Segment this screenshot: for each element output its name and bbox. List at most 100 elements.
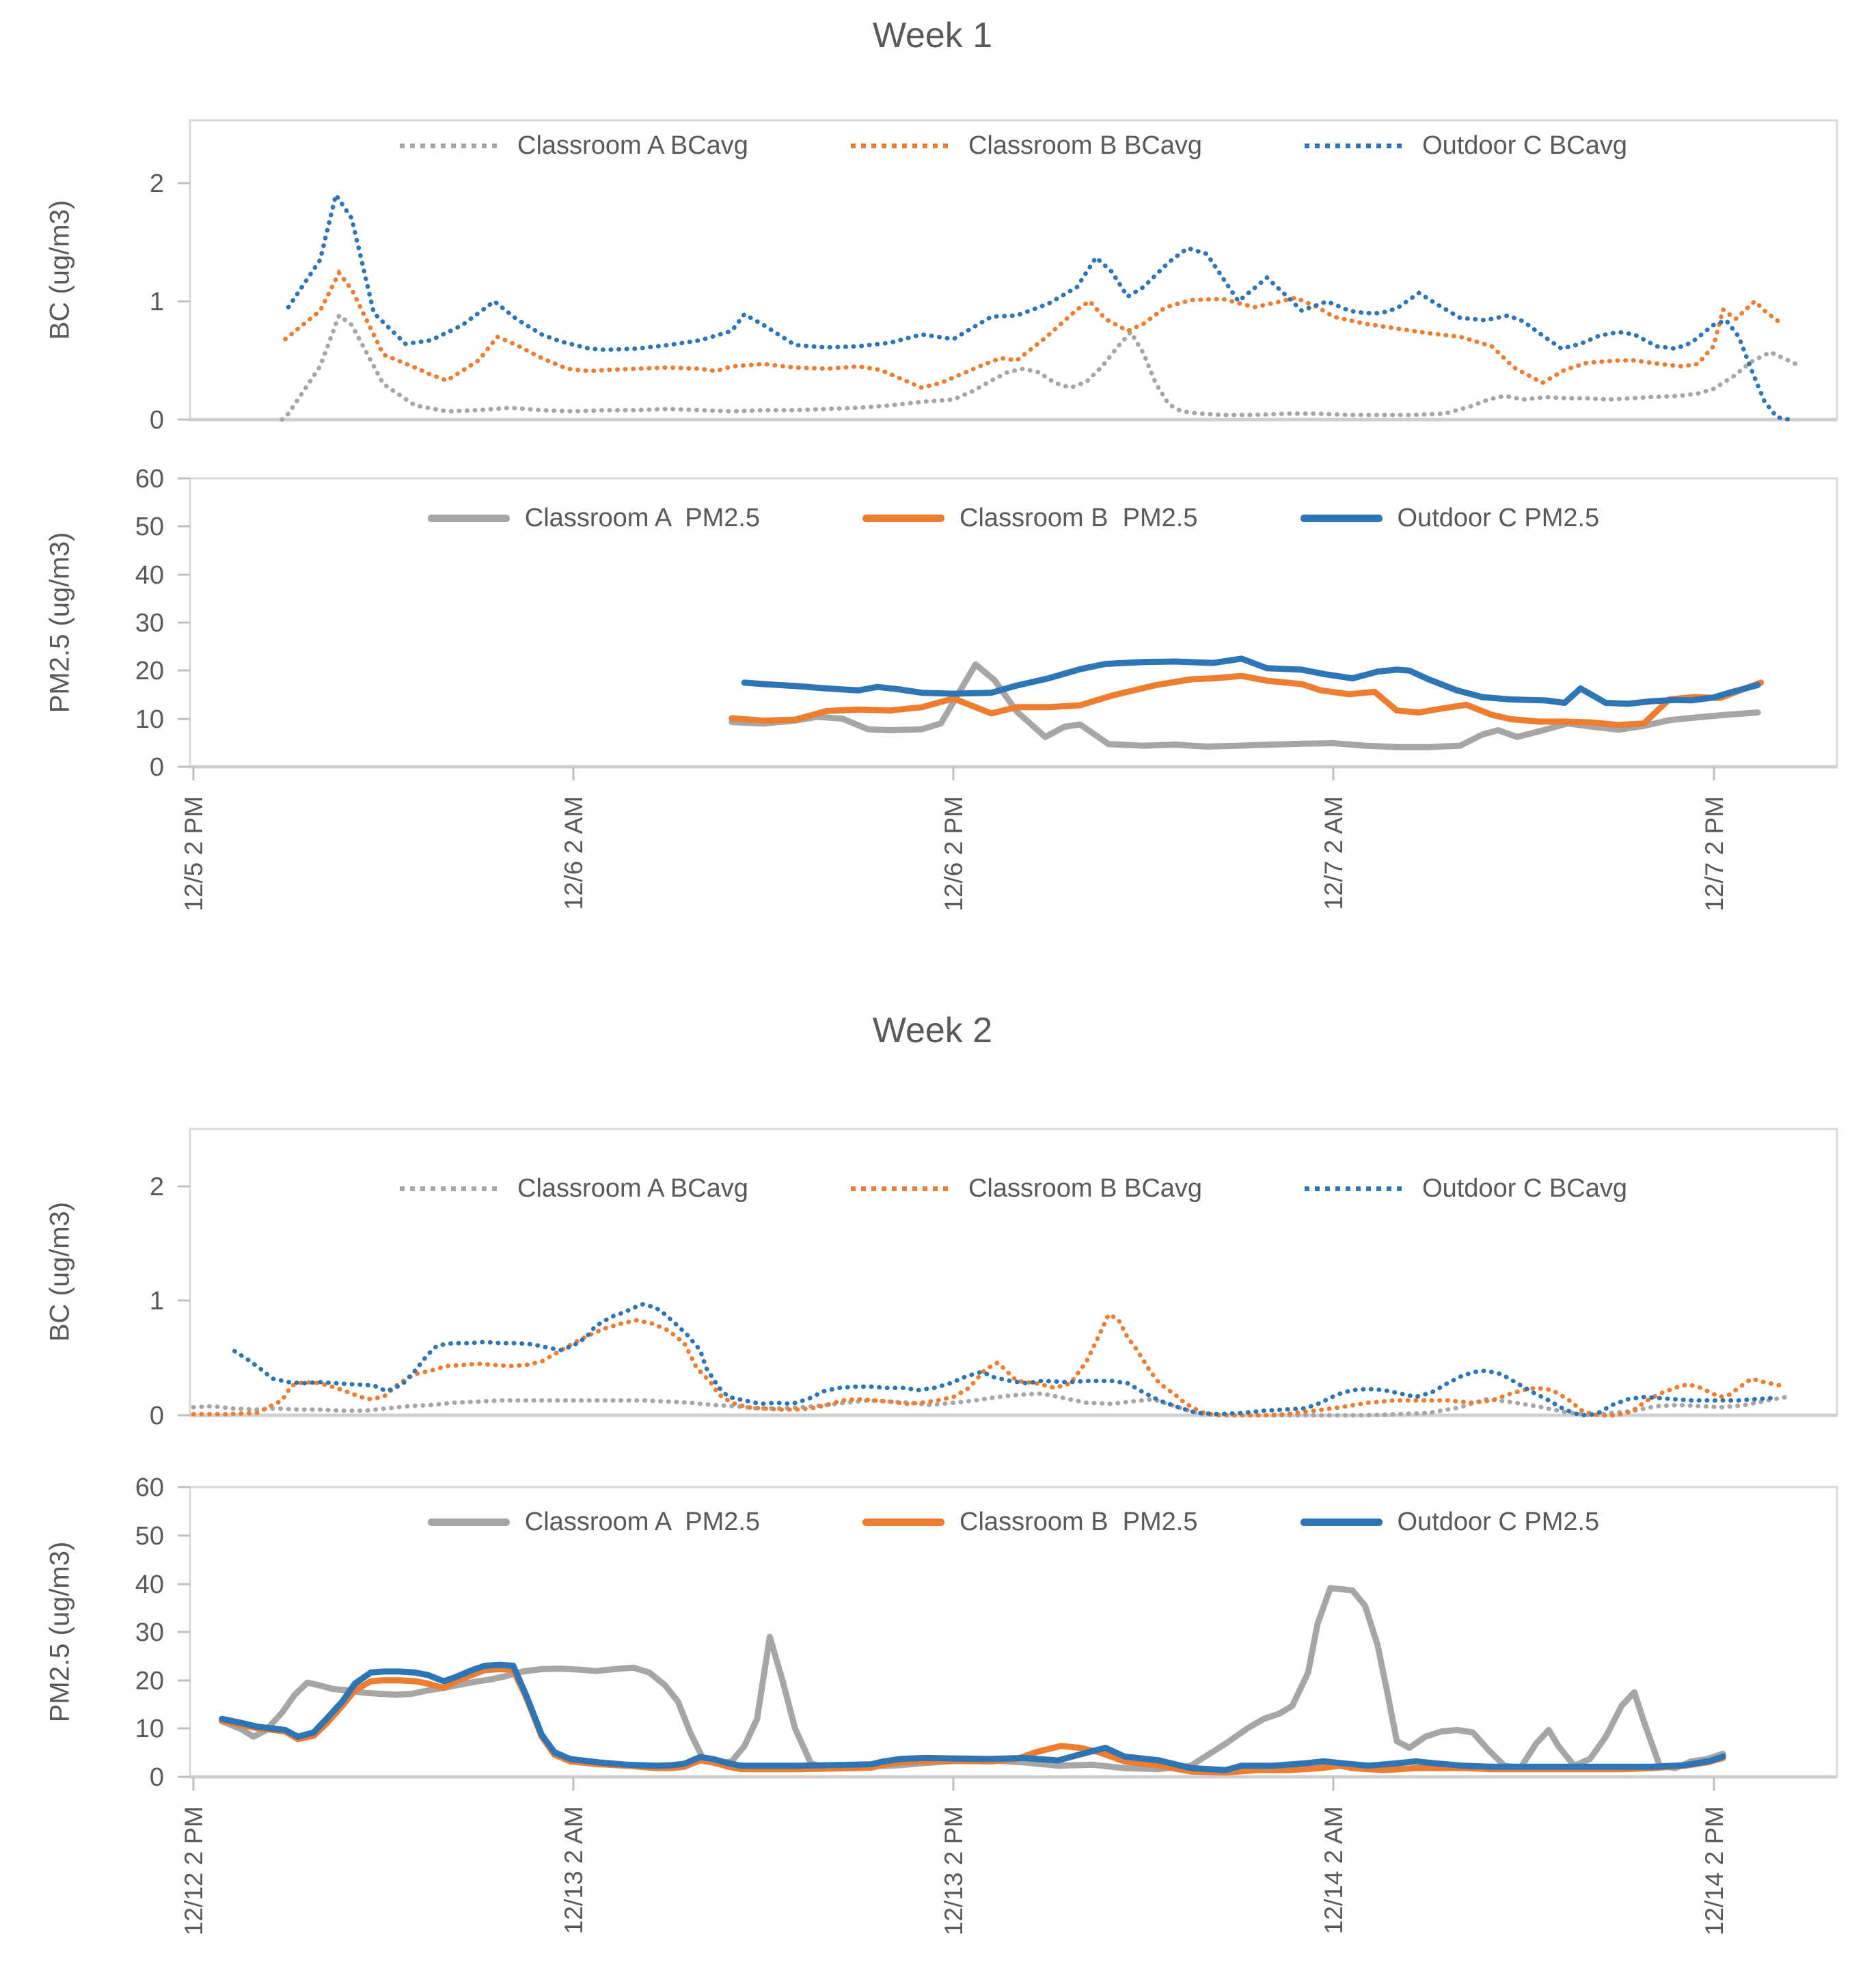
week2-pm25-legend: Classroom A PM2.5 Classroom B PM2.5 Outd… xyxy=(190,1508,1837,1537)
legend-item: Outdoor C BCavg xyxy=(1305,1174,1627,1203)
week1-pm25-chart: 60 50 40 30 20 10 0 12/5 2 PM 12/6 2 AM … xyxy=(135,465,1838,912)
week1-bc-legend: Classroom A BCavg Classroom B BCavg Outd… xyxy=(190,131,1837,161)
series-outdoor-c-bcavg xyxy=(232,1301,1773,1418)
y-tick-label: 60 xyxy=(135,465,164,493)
x-tick-labels: 12/5 2 PM 12/6 2 AM 12/6 2 PM 12/7 2 AM … xyxy=(180,796,1728,912)
series-outdoor-c-pm25 xyxy=(219,1661,1726,1773)
y-tick-label: 40 xyxy=(135,561,164,590)
week1-title: Week 1 xyxy=(872,16,993,55)
legend-label: Classroom A BCavg xyxy=(517,131,748,160)
series-classroom-a-pm25 xyxy=(729,661,1761,750)
x-tick-label: 12/14 2 AM xyxy=(1320,1806,1348,1934)
x-tick-label: 12/6 2 AM xyxy=(560,796,588,910)
week2-pm25-y-axis-title: PM2.5 (ug/m3) xyxy=(44,1541,75,1723)
classroom-a-pm25-swatch-icon xyxy=(427,515,510,522)
classroom-b-pm25-swatch-icon xyxy=(862,1519,945,1526)
x-axis-ticks xyxy=(192,1777,1715,1790)
series-outdoor-c-pm25 xyxy=(741,655,1761,707)
y-tick-label: 50 xyxy=(135,1522,164,1551)
x-tick-label: 12/12 2 PM xyxy=(180,1806,208,1935)
week2-bc-legend: Classroom A BCavg Classroom B BCavg Outd… xyxy=(190,1174,1837,1203)
classroom-a-pm25-swatch-icon xyxy=(427,1519,510,1526)
legend-label: Outdoor C PM2.5 xyxy=(1397,504,1600,532)
y-tick-label: 20 xyxy=(135,657,164,685)
y-tick-label: 40 xyxy=(135,1570,164,1599)
series-outdoor-c-bcavg xyxy=(286,189,1792,422)
y-axis-ticks xyxy=(178,182,190,421)
y-tick-label: 50 xyxy=(135,513,164,541)
y-tick-label: 60 xyxy=(135,1473,164,1502)
legend-item: Outdoor C BCavg xyxy=(1305,131,1627,161)
y-tick-label: 20 xyxy=(135,1667,164,1696)
legend-item: Outdoor C PM2.5 xyxy=(1300,504,1600,533)
legend-item: Classroom A BCavg xyxy=(400,131,748,161)
outdoor-c-bcavg-swatch-icon xyxy=(1305,1186,1408,1191)
legend-item: Classroom A BCavg xyxy=(400,1174,748,1203)
series-layer xyxy=(191,1301,1789,1418)
y-tick-label: 0 xyxy=(150,406,164,435)
legend-label: Classroom A PM2.5 xyxy=(524,504,761,532)
legend-item: Outdoor C PM2.5 xyxy=(1300,1508,1600,1537)
x-tick-label: 12/13 2 AM xyxy=(560,1806,588,1934)
legend-item: Classroom A PM2.5 xyxy=(427,1508,761,1537)
week2-title: Week 2 xyxy=(872,1011,993,1050)
legend-item: Classroom B BCavg xyxy=(850,1174,1203,1203)
legend-label: Classroom B BCavg xyxy=(968,131,1203,160)
legend-label: Outdoor C BCavg xyxy=(1422,1174,1627,1203)
legend-label: Classroom A PM2.5 xyxy=(524,1508,761,1536)
legend-label: Outdoor C BCavg xyxy=(1422,131,1627,160)
legend-item: Classroom A PM2.5 xyxy=(427,504,761,533)
x-tick-labels: 12/12 2 PM 12/13 2 AM 12/13 2 PM 12/14 2… xyxy=(180,1806,1728,1935)
legend-item: Classroom B BCavg xyxy=(850,131,1203,161)
outdoor-c-bcavg-swatch-icon xyxy=(1305,144,1408,148)
classroom-b-bcavg-swatch-icon xyxy=(850,144,953,148)
legend-label: Classroom A BCavg xyxy=(517,1174,748,1203)
series-classroom-a-bcavg xyxy=(191,1391,1789,1418)
y-tick-label: 2 xyxy=(150,1173,164,1201)
y-tick-label: 1 xyxy=(150,1287,164,1316)
week1-pm25-legend: Classroom A PM2.5 Classroom B PM2.5 Outd… xyxy=(190,504,1837,533)
legend-label: Classroom B PM2.5 xyxy=(959,1508,1198,1536)
outdoor-c-pm25-swatch-icon xyxy=(1300,515,1383,522)
y-tick-label: 10 xyxy=(135,1715,164,1743)
x-tick-label: 12/14 2 PM xyxy=(1700,1806,1728,1935)
week2-bc-chart: 2 1 0 xyxy=(150,1128,1838,1430)
y-tick-label: 30 xyxy=(135,609,164,638)
x-tick-label: 12/5 2 PM xyxy=(180,796,208,912)
classroom-a-bcavg-swatch-icon xyxy=(400,144,503,148)
legend-label: Outdoor C PM2.5 xyxy=(1397,1508,1600,1536)
x-tick-label: 12/13 2 PM xyxy=(940,1806,968,1935)
x-tick-label: 12/7 2 PM xyxy=(1700,796,1728,912)
legend-label: Classroom B PM2.5 xyxy=(959,504,1198,532)
series-classroom-a-bcavg xyxy=(280,312,1799,422)
classroom-a-bcavg-swatch-icon xyxy=(400,1186,503,1191)
week1-bc-chart: 2 1 0 xyxy=(150,119,1838,435)
series-layer xyxy=(219,1585,1726,1776)
series-layer xyxy=(280,189,1799,422)
y-tick-label: 0 xyxy=(150,1763,164,1792)
classroom-b-bcavg-swatch-icon xyxy=(850,1186,953,1191)
x-axis-ticks xyxy=(192,767,1715,780)
classroom-b-pm25-swatch-icon xyxy=(862,515,945,522)
series-classroom-b-bcavg xyxy=(283,269,1786,390)
series-layer xyxy=(729,655,1765,750)
y-tick-label: 0 xyxy=(150,753,164,782)
x-tick-label: 12/7 2 AM xyxy=(1320,796,1348,910)
y-tick-label: 10 xyxy=(135,705,164,734)
x-tick-label: 12/6 2 PM xyxy=(940,796,968,912)
y-tick-label: 30 xyxy=(135,1618,164,1647)
y-tick-label: 2 xyxy=(150,169,164,198)
y-tick-label: 0 xyxy=(150,1402,164,1430)
legend-label: Classroom B BCavg xyxy=(968,1174,1203,1203)
y-tick-label: 1 xyxy=(150,288,164,316)
series-classroom-b-pm25 xyxy=(219,1665,1726,1776)
legend-item: Classroom B PM2.5 xyxy=(862,1508,1198,1537)
y-axis-ticks xyxy=(178,1185,190,1417)
y-axis-ticks xyxy=(178,477,190,768)
series-classroom-b-pm25 xyxy=(729,672,1765,729)
series-classroom-b-bcavg xyxy=(191,1311,1782,1418)
outdoor-c-pm25-swatch-icon xyxy=(1300,1519,1383,1526)
y-axis-ticks xyxy=(178,1486,190,1778)
legend-item: Classroom B PM2.5 xyxy=(862,504,1198,533)
